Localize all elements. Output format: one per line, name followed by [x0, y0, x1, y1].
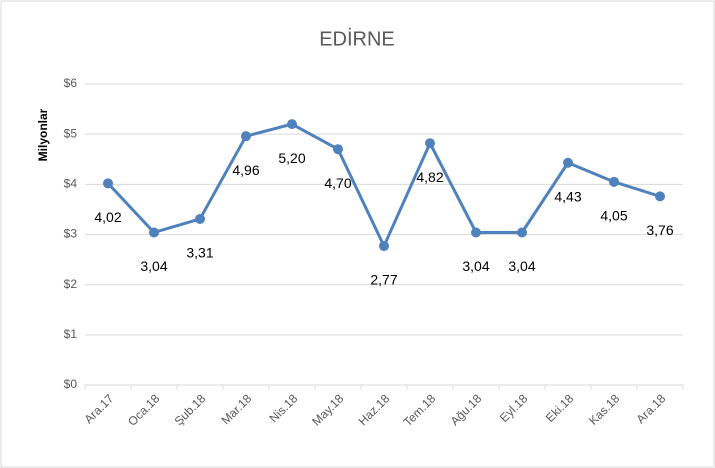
data-label: 4,43 — [554, 188, 581, 204]
marker — [287, 119, 297, 130]
marker — [563, 157, 573, 168]
data-label: 3,04 — [140, 258, 167, 274]
marker — [333, 144, 343, 155]
data-label: 4,70 — [324, 175, 351, 191]
marker — [609, 176, 619, 187]
marker — [517, 227, 527, 238]
marker — [655, 191, 665, 202]
data-label: 4,02 — [94, 209, 121, 225]
y-tick-label: $5 — [64, 126, 78, 140]
marker — [149, 227, 159, 238]
y-tick-label: $6 — [64, 76, 78, 90]
marker — [195, 213, 205, 224]
y-tick-label: $1 — [64, 327, 78, 341]
data-label: 4,96 — [232, 162, 259, 178]
y-axis-label: Milyonlar — [36, 108, 50, 161]
marker — [471, 227, 481, 238]
marker — [379, 241, 389, 252]
data-label: 4,82 — [416, 169, 443, 185]
chart-title: EDİRNE — [319, 27, 395, 50]
data-label: 3,76 — [646, 222, 673, 238]
data-label: 4,05 — [600, 208, 627, 224]
y-tick-label: $3 — [64, 227, 78, 241]
data-label: 3,31 — [186, 245, 213, 261]
marker — [103, 178, 113, 189]
data-label: 5,20 — [278, 150, 305, 166]
data-label: 2,77 — [370, 272, 397, 288]
marker — [425, 138, 435, 149]
marker — [241, 131, 251, 142]
y-tick-label: $2 — [64, 277, 78, 291]
data-label: 3,04 — [462, 258, 489, 274]
data-label: 3,04 — [508, 258, 535, 274]
y-tick-label: $4 — [64, 177, 78, 191]
y-tick-label: $0 — [64, 377, 78, 391]
